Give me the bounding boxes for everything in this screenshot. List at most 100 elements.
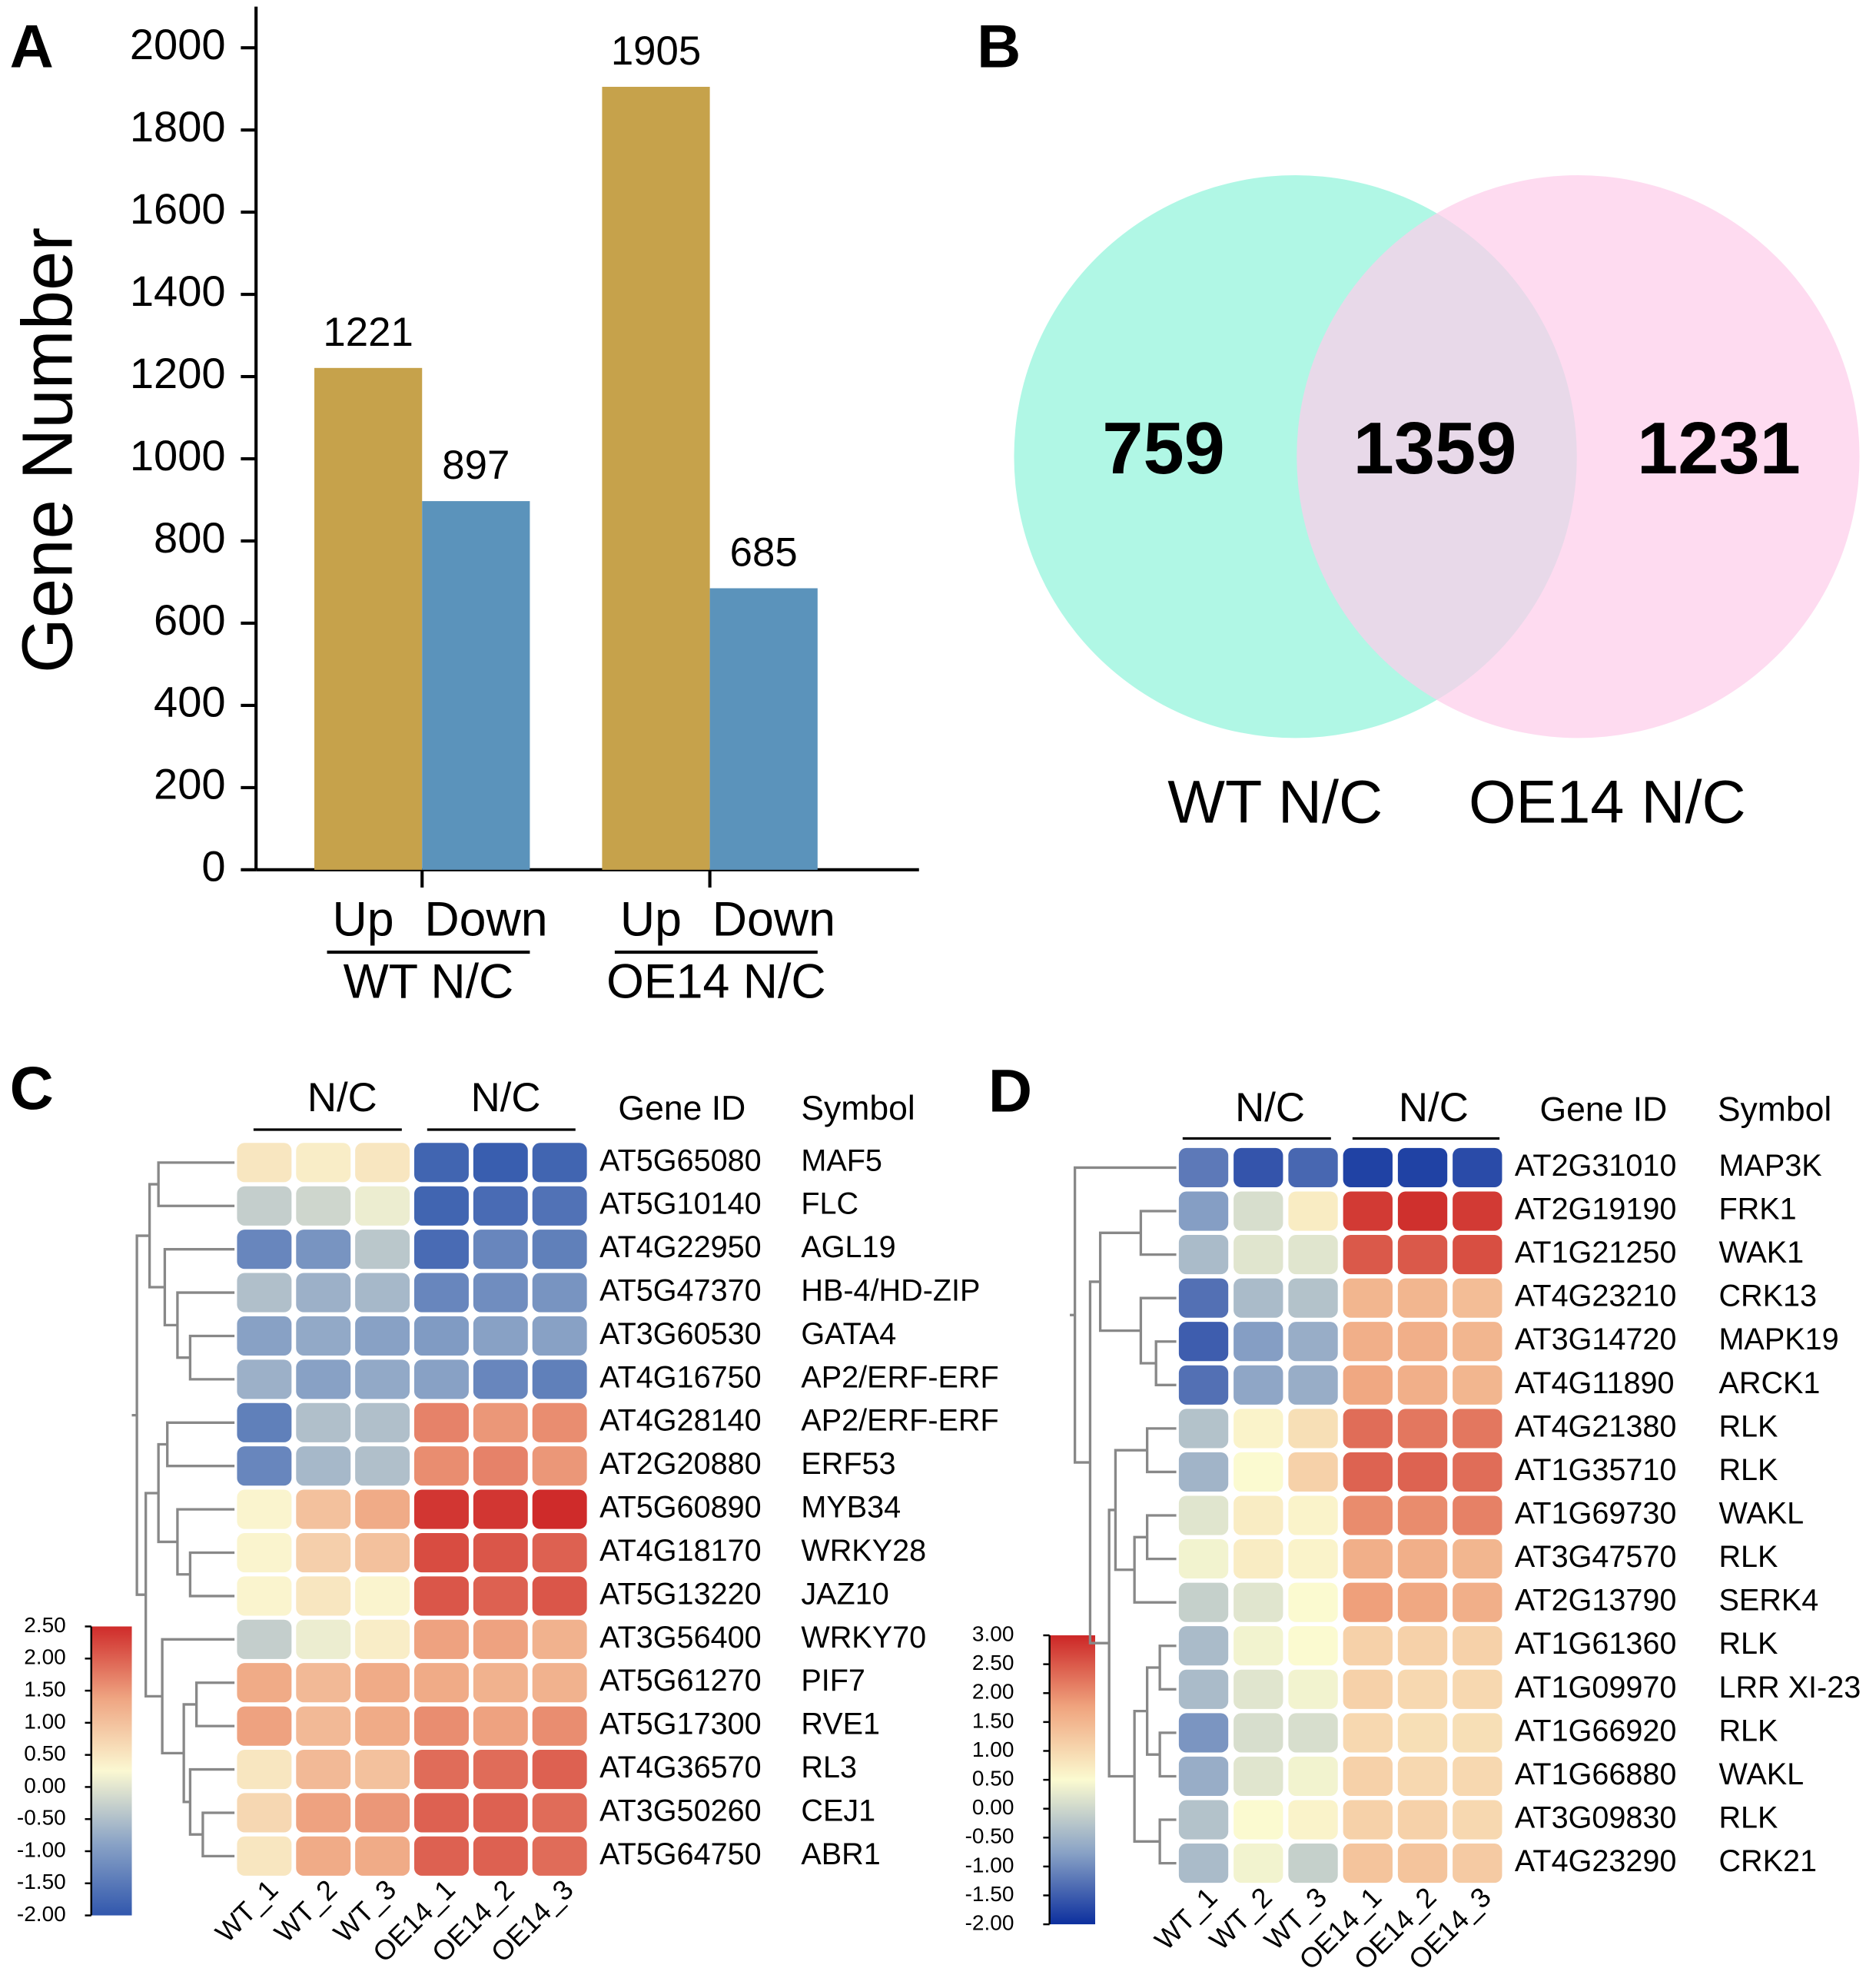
heat-cell (532, 1836, 587, 1876)
y-tick-label: 0 (201, 842, 225, 891)
heat-cell (1453, 1191, 1502, 1231)
heat-cell (1288, 1713, 1338, 1753)
gene-id: AT3G50260 (599, 1794, 762, 1827)
heat-cell (473, 1143, 528, 1183)
column-label: WT_2 (268, 1873, 343, 1948)
color-bar-label: 2.00 (972, 1680, 1014, 1704)
group-label: N/C (1235, 1085, 1305, 1130)
heat-cell (237, 1576, 292, 1616)
heat-cell (532, 1143, 587, 1183)
heat-cell (1234, 1147, 1283, 1188)
venn-label: OE14 N/C (1469, 767, 1746, 835)
heat-cell (532, 1489, 587, 1529)
heat-cell (355, 1619, 410, 1659)
venn-count: 1359 (1353, 407, 1517, 490)
heat-cell (1453, 1539, 1502, 1579)
heat-cell (1453, 1756, 1502, 1797)
color-bar (1049, 1635, 1096, 1925)
gene-symbol: AGL19 (801, 1230, 895, 1264)
heat-cell (532, 1273, 587, 1313)
heat-cell (1178, 1669, 1229, 1709)
color-bar-label: 1.50 (972, 1708, 1014, 1732)
heat-cell (1178, 1278, 1229, 1318)
gene-symbol: RLK (1718, 1409, 1778, 1443)
bar (709, 588, 818, 870)
heat-cell (532, 1619, 587, 1659)
gene-id: AT1G21250 (1515, 1236, 1676, 1269)
heat-cell (237, 1359, 292, 1399)
heat-cell (355, 1576, 410, 1616)
heat-cell (1288, 1756, 1338, 1797)
bar (422, 501, 530, 870)
gene-symbol: ERF53 (801, 1447, 895, 1481)
y-axis-label: Gene Number (8, 227, 88, 673)
heat-cell (1397, 1495, 1448, 1535)
heat-cell (413, 1793, 469, 1833)
heat-cell (1397, 1452, 1448, 1492)
heat-cell (1397, 1539, 1448, 1579)
heat-cell (296, 1706, 351, 1746)
gene-symbol: RLK (1718, 1714, 1778, 1747)
heat-cell (237, 1273, 292, 1313)
heat-cell (1397, 1669, 1448, 1709)
heat-cell (1234, 1191, 1283, 1231)
heat-cell (355, 1143, 410, 1183)
gene-id: AT1G66920 (1515, 1714, 1676, 1747)
heat-cell (1178, 1844, 1229, 1883)
heat-cell (296, 1316, 351, 1356)
gene-symbol: WAKL (1718, 1757, 1804, 1791)
heat-cell (1234, 1844, 1283, 1883)
gene-symbol: HB-4/HD-ZIP (801, 1274, 980, 1308)
heat-cell (237, 1489, 292, 1529)
gene-id: AT4G18170 (599, 1534, 762, 1568)
heat-cell (1234, 1452, 1283, 1492)
heat-cell (355, 1186, 410, 1226)
heat-cell (532, 1186, 587, 1226)
heat-cell (1343, 1278, 1393, 1318)
heat-cell (237, 1619, 292, 1659)
gene-symbol: RLK (1718, 1453, 1778, 1487)
heat-cell (1234, 1713, 1283, 1753)
heat-cell (473, 1230, 528, 1269)
heat-cell (1288, 1800, 1338, 1840)
heat-cell (532, 1402, 587, 1442)
series-label: Up (620, 893, 682, 947)
heat-cell (1343, 1626, 1393, 1666)
gene-symbol: PIF7 (801, 1664, 865, 1698)
heat-cell (355, 1230, 410, 1269)
panel-letter: B (977, 12, 1021, 80)
gene-id: AT1G69730 (1515, 1496, 1676, 1530)
venn-set (1297, 175, 1860, 738)
gene-id: AT5G65080 (599, 1143, 762, 1177)
heat-cell (1288, 1365, 1338, 1405)
gene-symbol: RL3 (801, 1751, 857, 1784)
heat-cell (1453, 1409, 1502, 1449)
heat-cell (237, 1446, 292, 1486)
gene-id: AT4G11890 (1515, 1366, 1675, 1400)
heat-cell (355, 1446, 410, 1486)
heat-cell (1288, 1191, 1338, 1231)
value-label: 685 (730, 530, 798, 576)
category-label: OE14 N/C (606, 955, 826, 1009)
series-label: Up (332, 893, 393, 947)
heat-cell (1453, 1713, 1502, 1753)
heat-cell (532, 1359, 587, 1399)
heat-cell (532, 1230, 587, 1269)
heat-cell (355, 1316, 410, 1356)
heat-cell (1288, 1452, 1338, 1492)
heat-cell (1397, 1322, 1448, 1362)
heat-cell (1343, 1191, 1393, 1231)
column-label: WT_1 (1148, 1881, 1223, 1956)
gene-symbol: GATA4 (801, 1317, 896, 1351)
heat-cell (237, 1230, 292, 1269)
heat-cell (296, 1489, 351, 1529)
heat-cell (1288, 1539, 1338, 1579)
gene-id: AT5G47370 (599, 1274, 762, 1308)
heat-cell (237, 1402, 292, 1442)
gene-symbol: CRK21 (1718, 1844, 1817, 1878)
heat-cell (1178, 1713, 1229, 1753)
heat-cell (1288, 1495, 1338, 1535)
heat-cell (355, 1402, 410, 1442)
heat-cell (413, 1273, 469, 1313)
